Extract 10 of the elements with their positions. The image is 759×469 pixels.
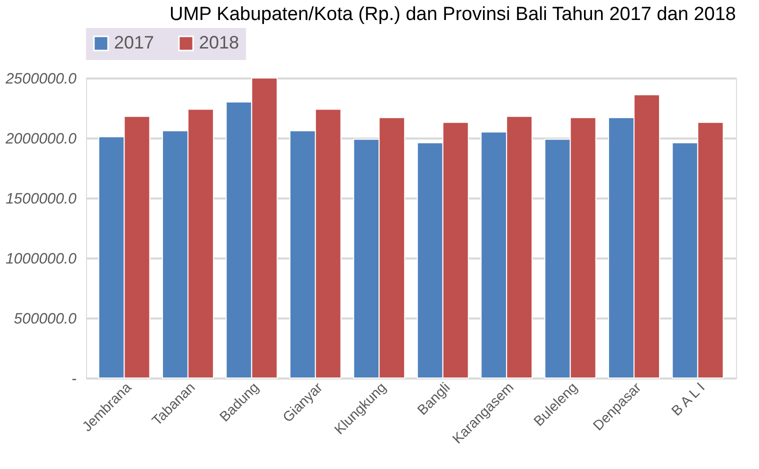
y-tick-label: - xyxy=(72,370,76,388)
y-tick-label: 500000.0 xyxy=(14,310,78,328)
y-tick-label: 1000000.0 xyxy=(6,250,78,268)
legend-label: 2017 xyxy=(114,32,154,52)
chart-title: UMP Kabupaten/Kota (Rp.) dan Provinsi Bali Tahun 2017 dan 2018 xyxy=(169,4,736,25)
y-tick-label: 2000000.0 xyxy=(4,130,78,148)
legend-label: 2018 xyxy=(199,32,240,52)
x-tick-label: B A L I xyxy=(668,379,708,419)
y-tick-label: 2500000.0 xyxy=(4,70,78,88)
y-tick-label: 1500000.0 xyxy=(6,190,78,208)
